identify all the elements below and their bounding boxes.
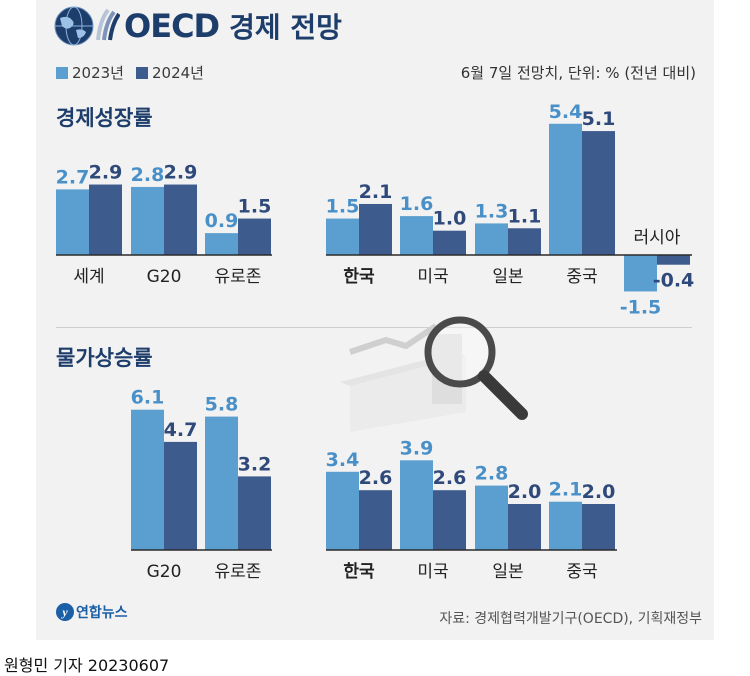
growth-bar-G20-2023년 xyxy=(131,186,164,255)
section-title-growth: 경제성장률 xyxy=(56,106,153,130)
growth-bar-미국-2023년 xyxy=(400,216,433,255)
inflation-bar-한국-2024년 xyxy=(359,490,392,550)
inflation-category-label-한국: 한국 xyxy=(343,562,375,582)
header: OECD 경제 전망 xyxy=(54,6,342,46)
growth-bar-G20-2024년 xyxy=(164,184,197,255)
growth-bar-한국-2023년 xyxy=(326,218,359,255)
growth-category-label-G20: G20 xyxy=(147,267,182,287)
infographic-background xyxy=(36,0,714,676)
growth-bar-일본-2023년 xyxy=(475,223,508,255)
byline: 원형민 기자 20230607 xyxy=(4,656,170,675)
inflation-category-label-유로존: 유로존 xyxy=(215,562,262,582)
growth-bar-중국-2023년 xyxy=(549,123,582,255)
growth-category-label-중국: 중국 xyxy=(566,267,597,287)
growth-data-label-세계-2023년: 2.7 xyxy=(56,166,90,188)
section-title-inflation: 물가상승률 xyxy=(56,346,153,370)
inflation-bar-유로존-2023년 xyxy=(205,416,238,550)
inflation-data-label-중국-2024년: 2.0 xyxy=(582,481,616,503)
growth-category-label-유로존: 유로존 xyxy=(215,267,262,287)
growth-data-label-한국-2023년: 1.5 xyxy=(326,196,360,218)
inflation-data-label-미국-2023년: 3.9 xyxy=(400,437,434,459)
growth-data-label-유로존-2024년: 1.5 xyxy=(238,196,272,218)
growth-category-label-한국: 한국 xyxy=(343,267,375,287)
inflation-category-label-중국: 중국 xyxy=(566,562,597,582)
growth-data-label-세계-2024년: 2.9 xyxy=(89,162,123,184)
growth-category-label-러시아: 러시아 xyxy=(634,228,681,248)
brand-name: OECD xyxy=(124,7,220,45)
oecd-globe-icon xyxy=(54,6,94,46)
growth-data-label-러시아-2023년: -1.5 xyxy=(620,296,662,318)
inflation-bar-G20-2024년 xyxy=(164,441,197,550)
yonhap-logo: y 연합뉴스 xyxy=(56,602,128,622)
inflation-data-label-일본-2023년: 2.8 xyxy=(475,463,509,485)
inflation-bar-중국-2023년 xyxy=(549,501,582,550)
inflation-category-label-G20: G20 xyxy=(147,562,182,582)
inflation-data-label-한국-2023년: 3.4 xyxy=(326,449,360,471)
unit-note: 6월 7일 전망치, 단위: % (전년 대비) xyxy=(460,64,696,82)
legend-item-2023: 2023년 xyxy=(56,62,124,83)
inflation-data-label-유로존-2024년: 3.2 xyxy=(238,453,272,475)
growth-data-label-러시아-2024년: -0.4 xyxy=(653,270,695,292)
inflation-data-label-미국-2024년: 2.6 xyxy=(433,467,467,489)
inflation-bar-한국-2023년 xyxy=(326,471,359,550)
inflation-data-label-유로존-2023년: 5.8 xyxy=(205,394,239,416)
section-divider xyxy=(56,327,692,328)
growth-category-label-일본: 일본 xyxy=(492,267,523,287)
inflation-bar-중국-2024년 xyxy=(582,504,615,550)
page-title: 경제 전망 xyxy=(229,11,342,44)
growth-data-label-중국-2023년: 5.4 xyxy=(549,101,583,123)
legend-label-2024: 2024년 xyxy=(151,64,204,82)
oecd-leaf-icon xyxy=(96,8,120,41)
inflation-bar-미국-2023년 xyxy=(400,460,433,550)
source-note: 자료: 경제협력개발기구(OECD), 기획재정부 xyxy=(439,611,702,627)
inflation-bar-미국-2024년 xyxy=(433,490,466,550)
legend-swatch-2023 xyxy=(56,66,68,79)
inflation-bar-G20-2023년 xyxy=(131,409,164,550)
growth-bar-유로존-2024년 xyxy=(238,218,271,255)
growth-data-label-중국-2024년: 5.1 xyxy=(582,108,616,130)
magnifier-illustration xyxy=(340,316,528,432)
growth-bar-세계-2024년 xyxy=(89,184,122,255)
growth-category-label-세계: 세계 xyxy=(73,267,104,287)
yonhap-name: 연합뉴스 xyxy=(76,605,128,621)
inflation-category-label-미국: 미국 xyxy=(417,562,448,582)
byline-bar: 원형민 기자 20230607 xyxy=(0,640,750,676)
inflation-bar-유로존-2024년 xyxy=(238,476,271,550)
growth-data-label-일본-2024년: 1.1 xyxy=(508,205,542,227)
inflation-category-label-일본: 일본 xyxy=(492,562,523,582)
growth-bar-미국-2024년 xyxy=(433,230,466,255)
inflation-data-label-중국-2023년: 2.1 xyxy=(549,479,583,501)
growth-data-label-일본-2023년: 1.3 xyxy=(475,200,509,222)
growth-data-label-유로존-2023년: 0.9 xyxy=(205,210,239,232)
inflation-data-label-G20-2023년: 6.1 xyxy=(131,387,165,409)
inflation-bar-일본-2024년 xyxy=(508,504,541,550)
inflation-data-label-한국-2024년: 2.6 xyxy=(359,467,393,489)
growth-data-label-G20-2024년: 2.9 xyxy=(164,162,198,184)
legend-label-2023: 2023년 xyxy=(72,64,124,82)
yonhap-mark-icon: y xyxy=(56,603,74,621)
legend-swatch-2024 xyxy=(135,66,148,79)
growth-data-label-한국-2024년: 2.1 xyxy=(359,181,393,203)
growth-data-label-미국-2023년: 1.6 xyxy=(400,193,434,215)
growth-bar-유로존-2023년 xyxy=(205,233,238,255)
growth-bar-러시아-2024년 xyxy=(657,255,690,265)
growth-data-label-미국-2024년: 1.0 xyxy=(433,208,467,230)
inflation-bar-일본-2023년 xyxy=(475,485,508,550)
inflation-data-label-일본-2024년: 2.0 xyxy=(508,481,542,503)
inflation-data-label-G20-2024년: 4.7 xyxy=(164,419,198,441)
growth-bar-한국-2024년 xyxy=(359,203,392,255)
growth-category-label-미국: 미국 xyxy=(417,267,448,287)
growth-bar-일본-2024년 xyxy=(508,228,541,255)
legend: 2023년 2024년 xyxy=(56,62,216,83)
legend-item-2024: 2024년 xyxy=(135,62,204,83)
growth-bar-세계-2023년 xyxy=(56,189,89,255)
growth-data-label-G20-2023년: 2.8 xyxy=(131,164,165,186)
growth-bar-러시아-2023년 xyxy=(624,255,657,292)
growth-bar-중국-2024년 xyxy=(582,131,615,255)
